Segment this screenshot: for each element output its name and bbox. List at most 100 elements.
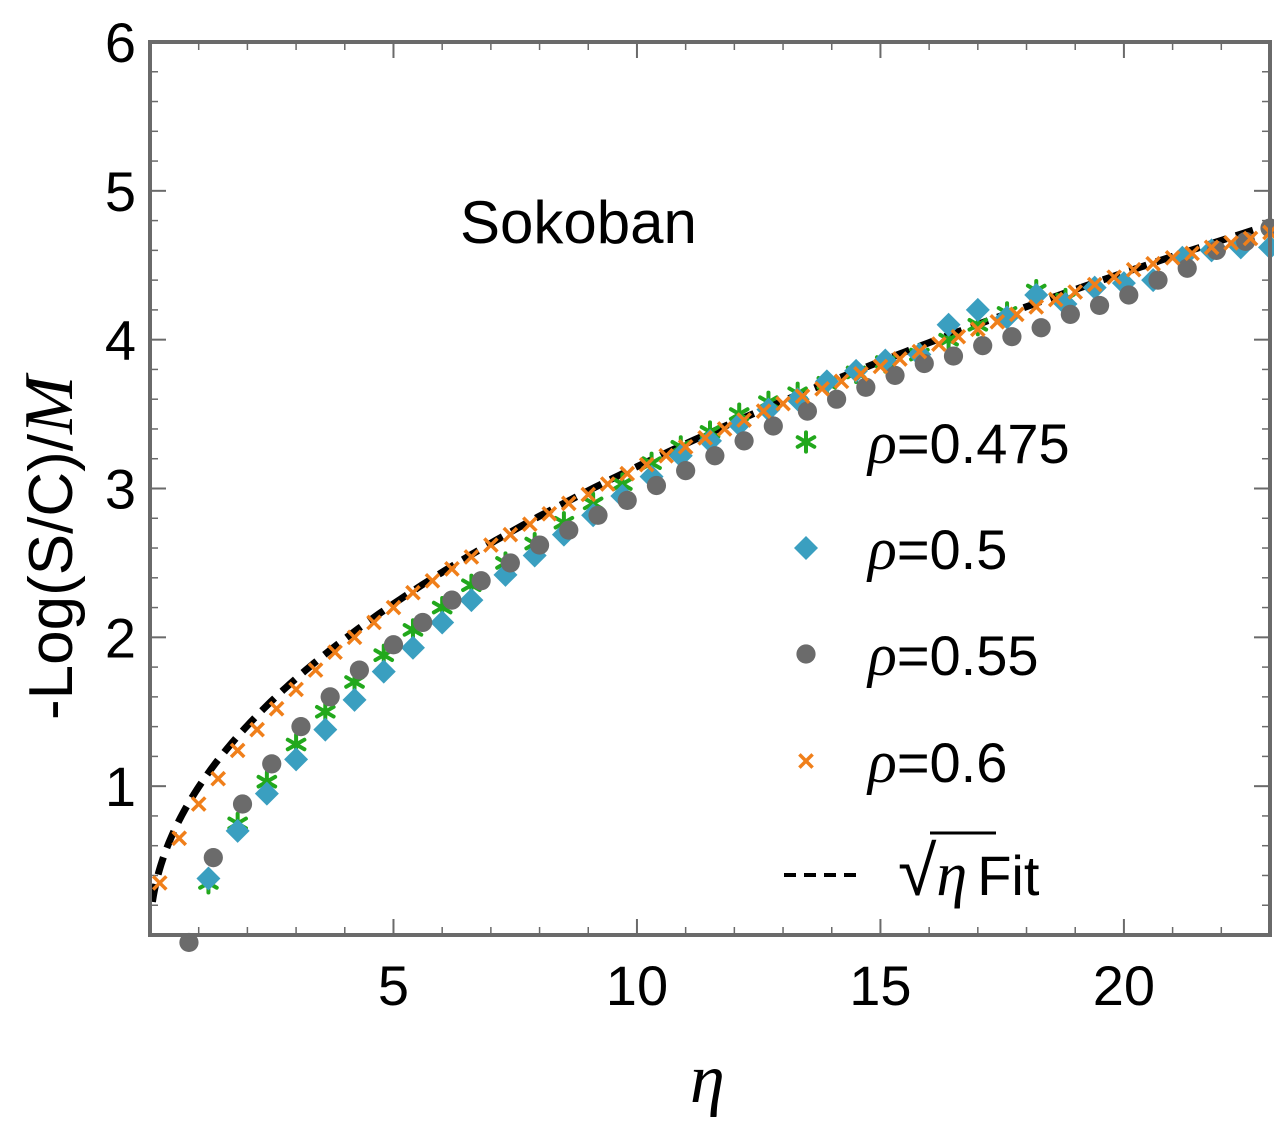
data-point	[797, 401, 817, 421]
y-axis-label-symbol: M	[11, 372, 88, 435]
legend-marker	[796, 644, 816, 664]
legend-label: ρ=0.6	[866, 729, 1007, 795]
data-point	[973, 336, 993, 356]
data-point	[442, 590, 462, 610]
data-point	[1031, 318, 1051, 338]
data-point	[1082, 275, 1107, 300]
legend-label-symbol: ρ	[866, 729, 897, 795]
data-point	[1125, 261, 1142, 278]
data-point	[775, 395, 791, 412]
data-point	[541, 505, 558, 522]
plot-frame	[148, 40, 1272, 937]
data-point	[430, 610, 455, 635]
legend-label-value: =0.5	[897, 518, 1008, 581]
x-tick-label: 15	[849, 954, 911, 1017]
data-point	[268, 700, 285, 717]
y-tick-label: 5	[105, 160, 136, 223]
data-point	[677, 438, 694, 455]
y-axis-label: -Log(S/C)/M	[11, 372, 88, 720]
y-tick-label: 4	[105, 309, 136, 372]
data-point	[1067, 284, 1084, 300]
data-point	[366, 614, 382, 631]
data-point	[580, 486, 597, 503]
data-point	[1047, 291, 1064, 308]
data-point	[349, 660, 369, 680]
data-point	[638, 456, 655, 473]
data-point	[210, 770, 227, 787]
data-point	[676, 461, 696, 481]
data-point	[463, 549, 480, 565]
data-point	[969, 321, 986, 338]
fit-line	[148, 221, 1272, 903]
data-point	[1002, 327, 1022, 347]
data-point	[291, 717, 311, 737]
data-point	[1106, 269, 1123, 285]
legend-fit-label: √η Fit	[898, 832, 1040, 910]
data-point	[1028, 299, 1045, 315]
legend-marker	[794, 536, 818, 560]
data-point	[658, 447, 675, 464]
data-point	[171, 830, 188, 847]
data-point	[471, 571, 491, 591]
legend-marker	[798, 753, 814, 769]
data-point	[342, 687, 367, 712]
data-point	[1223, 235, 1239, 251]
data-point	[413, 612, 433, 633]
x-axis-label: η	[690, 1041, 725, 1118]
data-point	[151, 875, 168, 891]
y-axis-label-group: -Log(S/C)/M	[11, 372, 88, 720]
data-point	[1242, 230, 1259, 247]
data-point	[529, 535, 550, 555]
legend-label-symbol: ρ	[866, 622, 897, 688]
legend-label-symbol: ρ	[866, 516, 897, 582]
legend-marker	[795, 430, 817, 454]
data-point	[190, 796, 207, 812]
axis-ticks	[150, 41, 1270, 935]
data-point	[320, 687, 340, 707]
data-point	[827, 389, 847, 409]
data-point	[284, 747, 309, 772]
data-point	[1203, 239, 1220, 256]
y-tick-label: 3	[105, 458, 136, 521]
data-point	[646, 475, 667, 496]
data-point	[1145, 255, 1161, 272]
data-point	[254, 781, 279, 806]
data-point	[383, 635, 404, 655]
data-point	[500, 553, 520, 573]
data-points	[151, 218, 1274, 953]
x-tick-label: 5	[378, 954, 409, 1017]
legend-fit-suffix: Fit	[977, 844, 1040, 907]
data-point	[459, 588, 484, 613]
data-point	[1177, 258, 1197, 278]
data-point	[249, 721, 265, 738]
y-tick-label: 2	[105, 606, 136, 669]
legend-label: ρ=0.475	[866, 410, 1070, 476]
data-point	[697, 430, 713, 446]
chart-annotation: Sokoban	[460, 189, 697, 256]
data-point	[856, 377, 876, 397]
y-tick-label: 1	[105, 755, 136, 818]
data-point	[1148, 270, 1168, 290]
data-point	[943, 346, 964, 366]
data-point	[313, 717, 338, 742]
data-point	[736, 412, 752, 428]
data-point	[371, 659, 396, 684]
data-point	[1089, 295, 1110, 316]
data-point	[400, 635, 425, 660]
data-point	[232, 794, 253, 814]
data-point	[196, 866, 221, 891]
data-point	[560, 495, 577, 512]
data-point	[1008, 306, 1025, 323]
fit-layer	[148, 221, 1272, 903]
data-point	[385, 599, 402, 616]
data-point	[1119, 285, 1139, 305]
tick-labels: 5 10 15 20 1 2 3 4 5 6	[105, 11, 1155, 1017]
data-point	[950, 328, 967, 345]
data-point	[931, 336, 947, 352]
data-point	[892, 351, 908, 367]
legend-fit-sqrt: √	[898, 832, 937, 910]
legend-label: ρ=0.55	[866, 622, 1039, 688]
data-point	[833, 373, 850, 390]
